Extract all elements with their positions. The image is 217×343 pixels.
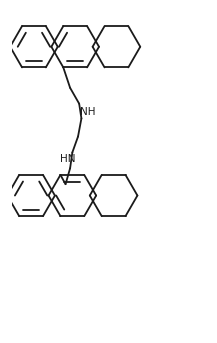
Text: HN: HN bbox=[60, 154, 75, 164]
Text: NH: NH bbox=[80, 107, 96, 117]
